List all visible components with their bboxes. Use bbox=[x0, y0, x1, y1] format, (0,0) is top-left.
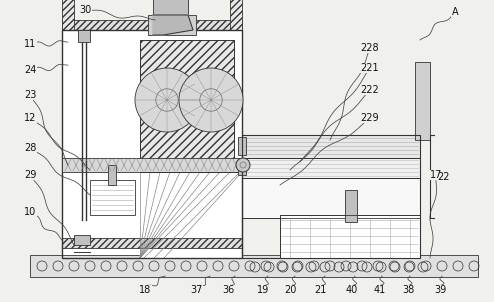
Bar bbox=[78, 30, 90, 42]
Bar bbox=[280, 215, 420, 258]
Bar bbox=[90, 180, 135, 215]
Bar bbox=[30, 255, 478, 277]
Text: 17: 17 bbox=[430, 170, 442, 180]
Bar bbox=[62, 158, 242, 172]
Bar bbox=[415, 62, 430, 140]
Bar bbox=[108, 165, 116, 185]
Bar bbox=[140, 40, 234, 160]
Text: 40: 40 bbox=[346, 285, 358, 295]
Bar bbox=[242, 135, 420, 158]
Text: 24: 24 bbox=[24, 65, 36, 75]
Text: 221: 221 bbox=[361, 63, 379, 73]
Bar bbox=[238, 137, 246, 155]
Bar bbox=[140, 40, 234, 160]
Bar bbox=[62, 30, 242, 258]
Bar bbox=[62, 30, 242, 258]
Text: 12: 12 bbox=[24, 113, 36, 123]
Text: 29: 29 bbox=[24, 170, 36, 180]
Circle shape bbox=[179, 68, 243, 132]
Bar bbox=[62, 0, 74, 30]
Bar bbox=[230, 0, 242, 30]
Polygon shape bbox=[153, 15, 193, 35]
Bar bbox=[153, 0, 188, 15]
Text: 41: 41 bbox=[374, 285, 386, 295]
Bar bbox=[242, 135, 420, 158]
Bar bbox=[280, 215, 420, 258]
Text: A: A bbox=[452, 7, 458, 17]
Text: 38: 38 bbox=[402, 285, 414, 295]
Bar bbox=[242, 158, 420, 178]
Text: 39: 39 bbox=[434, 285, 446, 295]
Text: 19: 19 bbox=[257, 285, 269, 295]
Bar bbox=[242, 178, 420, 218]
Text: 30: 30 bbox=[79, 5, 91, 15]
Text: 21: 21 bbox=[314, 285, 326, 295]
Bar bbox=[62, 20, 242, 30]
Bar bbox=[242, 135, 420, 258]
Bar bbox=[242, 158, 420, 178]
Text: 228: 228 bbox=[361, 43, 379, 53]
Text: 222: 222 bbox=[361, 85, 379, 95]
Bar bbox=[148, 15, 196, 35]
Text: 22: 22 bbox=[438, 172, 450, 182]
Text: 37: 37 bbox=[190, 285, 202, 295]
Bar bbox=[238, 167, 246, 175]
Text: 10: 10 bbox=[24, 207, 36, 217]
Bar bbox=[345, 190, 357, 222]
Bar bbox=[62, 238, 242, 248]
Bar bbox=[74, 235, 90, 245]
Text: 28: 28 bbox=[24, 143, 36, 153]
Polygon shape bbox=[140, 172, 242, 258]
Circle shape bbox=[236, 158, 250, 172]
Text: 23: 23 bbox=[24, 90, 36, 100]
Text: 20: 20 bbox=[284, 285, 296, 295]
Text: 11: 11 bbox=[24, 39, 36, 49]
Text: 36: 36 bbox=[222, 285, 234, 295]
Bar bbox=[242, 178, 420, 218]
Text: 18: 18 bbox=[139, 285, 151, 295]
Text: 229: 229 bbox=[361, 113, 379, 123]
Circle shape bbox=[135, 68, 199, 132]
